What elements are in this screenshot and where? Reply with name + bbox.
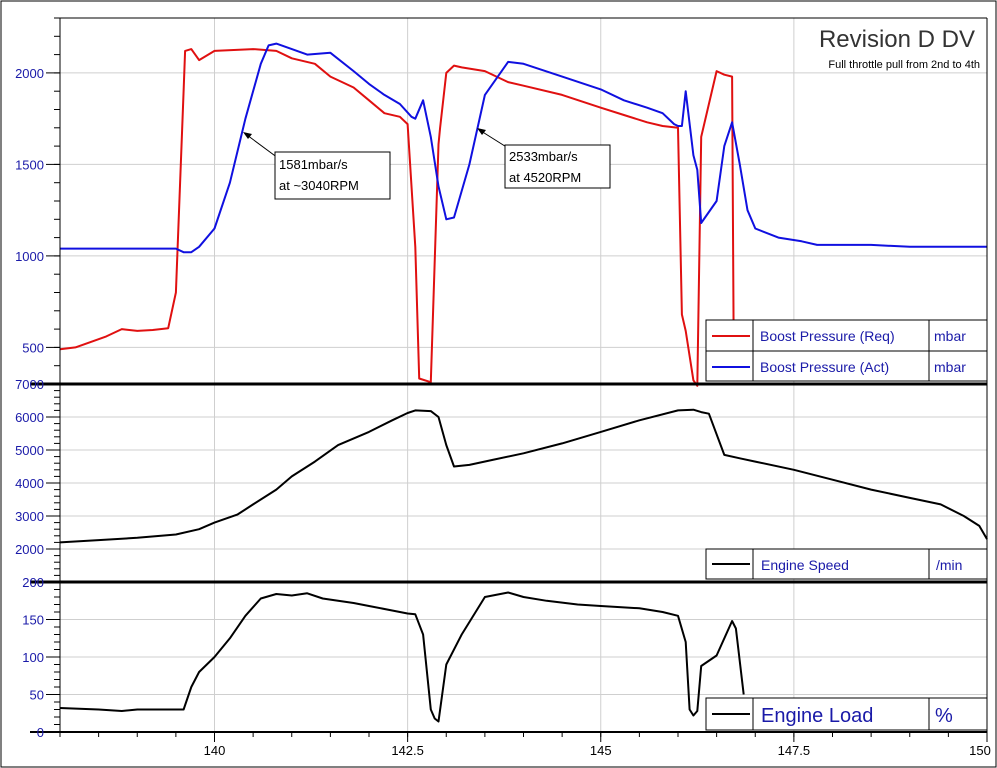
ytick-label-p1-3: 2000 (15, 66, 44, 81)
ytick-label-p3-3: 150 (22, 613, 44, 628)
series-layer (59, 42, 988, 723)
series-line-boost-pressure-act (60, 42, 987, 254)
xtick-label-0: 140 (204, 743, 226, 758)
tick-label-layer: 500 1000 1500 2000 2000 3000 4000 5000 6000 7000 0… (15, 66, 991, 758)
chart-title: Revision D DV (819, 26, 975, 53)
ytick-label-p3-2: 100 (22, 650, 44, 665)
legend-act-unit: mbar (934, 359, 966, 375)
legend-speed-unit: /min (936, 557, 962, 573)
legend-load: Engine Load % (705, 697, 988, 731)
annotation-2-arrowhead (477, 128, 486, 135)
legend-req-unit: mbar (934, 328, 966, 344)
legend-act-label: Boost Pressure (Act) (760, 359, 889, 375)
annotation-1-arrow-line (246, 134, 279, 159)
xtick-label-2: 145 (590, 743, 612, 758)
annotation-2-line2: at 4520RPM (509, 170, 581, 185)
annotation-1: 1581mbar/s at ~3040RPM (243, 132, 391, 200)
annotation-1-line2: at ~3040RPM (279, 178, 359, 193)
ytick-label-p2-3: 5000 (15, 443, 44, 458)
series-line-engine-load (59, 591, 745, 723)
annotation-2: 2533mbar/s at 4520RPM (477, 128, 611, 189)
annotation-2-box (504, 144, 611, 189)
legend-load-label: Engine Load (761, 705, 873, 727)
annotation-1-arrowhead (243, 132, 252, 139)
ytick-label-p1-2: 1500 (15, 157, 44, 172)
ytick-label-p3-0: 0 (37, 725, 44, 740)
xtick-label-1: 142.5 (391, 743, 424, 758)
ytick-label-p3-1: 50 (30, 688, 44, 703)
ytick-label-p2-0: 2000 (15, 542, 44, 557)
annotation-2-arrow-line (480, 130, 509, 149)
legend-speed-label: Engine Speed (761, 557, 849, 573)
series-line-boost-pressure-req (59, 48, 753, 387)
legend-speed: Engine Speed /min (705, 548, 988, 580)
series-line-engine-speed (59, 408, 988, 544)
xtick-label-4: 150 (969, 743, 991, 758)
axes-layer (30, 17, 988, 742)
ytick-label-p2-4: 6000 (15, 410, 44, 425)
ytick-label-p2-1: 3000 (15, 509, 44, 524)
chart-subtitle: Full throttle pull from 2nd to 4th (828, 59, 980, 71)
legend-boost: Boost Pressure (Req) mbar Boost Pressure… (705, 319, 988, 382)
ytick-label-p2-5: 7000 (15, 377, 44, 392)
xtick-label-3: 147.5 (778, 743, 811, 758)
ytick-label-p1-0: 500 (22, 340, 44, 355)
legend-load-unit: % (935, 705, 953, 727)
annotation-2-line1: 2533mbar/s (509, 149, 578, 164)
annotation-1-box (274, 151, 391, 200)
ytick-label-p3-4: 200 (22, 575, 44, 590)
annotation-1-line1: 1581mbar/s (279, 157, 348, 172)
ytick-label-p2-2: 4000 (15, 476, 44, 491)
legend-req-label: Boost Pressure (Req) (760, 328, 895, 344)
ytick-label-p1-1: 1000 (15, 249, 44, 264)
